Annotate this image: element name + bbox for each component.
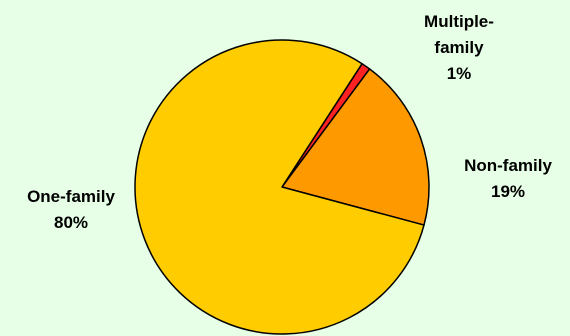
label-non-family-name: Non-family	[464, 156, 552, 175]
label-multiple-family-value: 1%	[446, 64, 472, 83]
label-one-family-value: 80%	[53, 213, 89, 232]
label-one-family: One-family 80%	[6, 184, 136, 236]
label-multiple-family-name-2: family	[434, 38, 484, 57]
label-multiple-family-name-1: Multiple-	[424, 12, 494, 31]
label-multiple-family: Multiple- family 1%	[404, 9, 514, 87]
pie-slice-non-family	[281, 68, 430, 226]
label-non-family: Non-family 19%	[446, 153, 570, 205]
label-one-family-name: One-family	[27, 187, 115, 206]
label-non-family-value: 19%	[490, 182, 526, 201]
pie-slice-one-family	[134, 39, 425, 335]
